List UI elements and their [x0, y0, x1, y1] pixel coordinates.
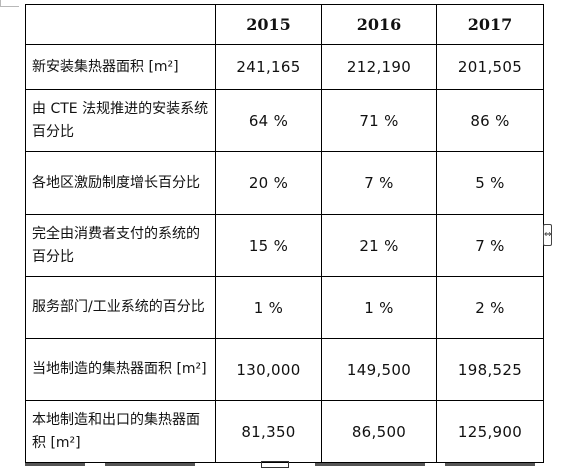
page-corner-mark [0, 0, 19, 7]
inline-box-fragment [261, 461, 289, 468]
header-cell-2015: 2015 [215, 4, 322, 45]
table-cell: 81,350 [215, 400, 322, 463]
table-row: 新安装集热器面积 [m²] 241,165 212,190 201,505 [25, 44, 544, 90]
table-cell: 86 % [436, 89, 544, 152]
table-row: 本地制造和出口的集热器面积 [m²] 81,350 86,500 125,900 [25, 400, 544, 463]
table-cell: 198,525 [436, 338, 544, 401]
table-cell: 1 % [215, 276, 322, 339]
table-cell: 21 % [321, 214, 437, 277]
row-label: 由 CTE 法规推进的安装系统百分比 [25, 89, 216, 152]
text-fragment [315, 463, 425, 466]
table-cell: 7 % [436, 214, 544, 277]
table-cell: 2 % [436, 276, 544, 339]
row-label: 各地区激励制度增长百分比 [25, 151, 216, 215]
table-cell: 5 % [436, 151, 544, 215]
table-cell: 64 % [215, 89, 322, 152]
table-row: 各地区激励制度增长百分比 20 % 7 % 5 % [25, 151, 544, 215]
row-label: 完全由消费者支付的系统的百分比 [25, 214, 216, 277]
table-cell: 71 % [321, 89, 437, 152]
table-cell: 86,500 [321, 400, 437, 463]
next-line-fragment [25, 461, 545, 469]
text-fragment [445, 463, 535, 466]
table-cell: 125,900 [436, 400, 544, 463]
header-cell-empty [25, 4, 216, 45]
resize-arrows-icon: ⇔ [544, 230, 552, 240]
table-cell: 241,165 [215, 44, 322, 90]
table-row: 服务部门/工业系统的百分比 1 % 1 % 2 % [25, 276, 544, 339]
table-cell: 1 % [321, 276, 437, 339]
table-cell: 149,500 [321, 338, 437, 401]
table-cell: 7 % [321, 151, 437, 215]
table-cell: 212,190 [321, 44, 437, 90]
table-row: 完全由消费者支付的系统的百分比 15 % 21 % 7 % [25, 214, 544, 277]
header-row: 2015 2016 2017 [25, 4, 544, 45]
row-label: 新安装集热器面积 [m²] [25, 44, 216, 90]
data-table: 2015 2016 2017 新安装集热器面积 [m²] 241,165 212… [25, 4, 544, 463]
row-label: 当地制造的集热器面积 [m²] [25, 338, 216, 401]
header-cell-2017: 2017 [436, 4, 544, 45]
table-row: 当地制造的集热器面积 [m²] 130,000 149,500 198,525 [25, 338, 544, 401]
table-resize-handle[interactable]: ⇔ [543, 224, 552, 246]
table-cell: 201,505 [436, 44, 544, 90]
header-cell-2016: 2016 [321, 4, 437, 45]
text-fragment [105, 463, 195, 466]
row-label: 服务部门/工业系统的百分比 [25, 276, 216, 339]
row-label: 本地制造和出口的集热器面积 [m²] [25, 400, 216, 463]
table-cell: 15 % [215, 214, 322, 277]
table-row: 由 CTE 法规推进的安装系统百分比 64 % 71 % 86 % [25, 89, 544, 152]
table-cell: 130,000 [215, 338, 322, 401]
text-fragment [25, 463, 85, 466]
table-cell: 20 % [215, 151, 322, 215]
